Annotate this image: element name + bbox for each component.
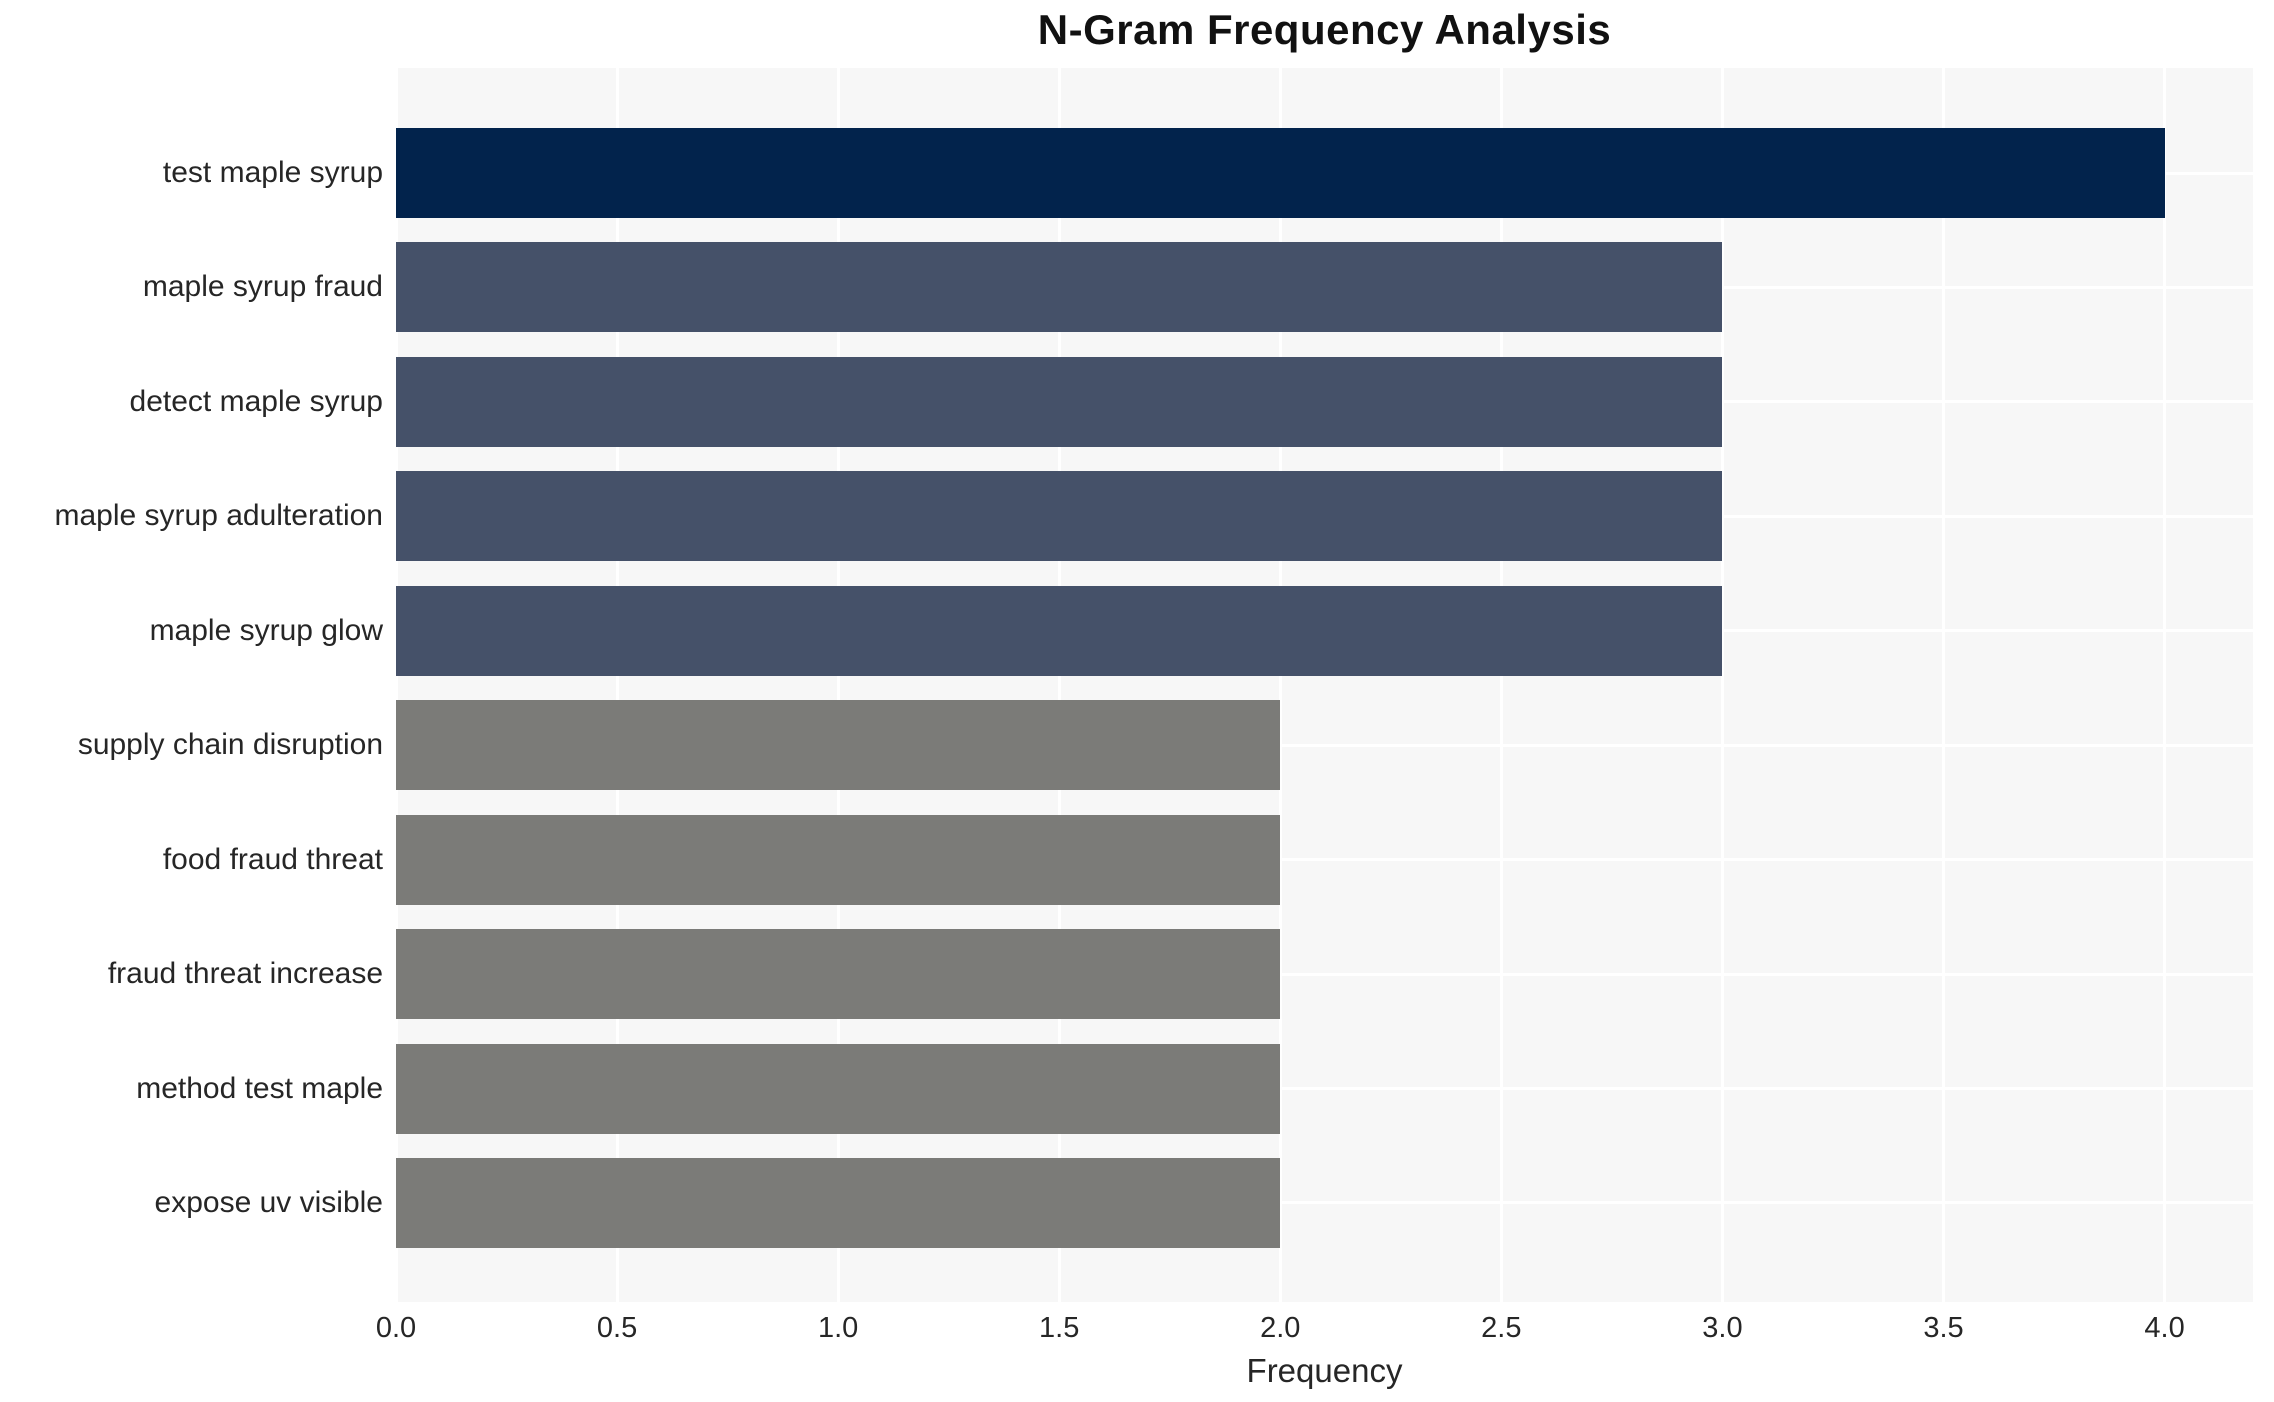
bar-test-maple-syrup <box>396 128 2165 218</box>
x-tick-label: 0.0 <box>375 1312 417 1344</box>
x-tick-label: 0.5 <box>596 1312 638 1344</box>
y-tick-label: maple syrup glow <box>149 613 383 647</box>
gridline-horizontal <box>396 743 2253 747</box>
y-tick-label: supply chain disruption <box>77 728 383 762</box>
gridline-horizontal <box>396 972 2253 976</box>
bar-maple-syrup-glow <box>396 585 1723 676</box>
x-tick-label: 1.5 <box>1039 1312 1080 1344</box>
x-tick-label: 2.0 <box>1260 1312 1301 1344</box>
y-tick-label: test maple syrup <box>162 156 383 189</box>
gridline-vertical <box>836 68 840 1302</box>
gridline-vertical <box>1278 68 1282 1302</box>
x-tick-label: 4.0 <box>2144 1312 2185 1344</box>
y-axis-labels: test maple syrup maple syrup fraud detect … <box>0 68 383 1302</box>
y-tick-label: expose uv visible <box>154 1185 383 1219</box>
x-tick-label: 1.0 <box>817 1312 859 1344</box>
gridline-vertical <box>1942 68 1945 1302</box>
gridline-vertical <box>1720 68 1724 1302</box>
bar-method-test-maple <box>396 1043 1281 1134</box>
gridline-vertical <box>2163 68 2167 1302</box>
chart-title: N-Gram Frequency Analysis <box>1037 6 1612 53</box>
bar-supply-chain-disruption <box>396 700 1281 791</box>
bar-fraud-threat-increase <box>396 929 1281 1020</box>
x-axis-ticks: 0.0 0.5 1.0 1.5 2.0 2.5 3.0 3.5 4.0 <box>376 1312 2253 1352</box>
bar-food-fraud-threat <box>396 814 1281 905</box>
y-tick-label: maple syrup adulteration <box>54 499 383 533</box>
x-axis-label: Frequency <box>1246 1352 1403 1389</box>
gridline-vertical <box>394 68 398 1302</box>
bar-detect-maple-syrup <box>396 356 1723 447</box>
gridline-horizontal <box>396 1201 2253 1205</box>
y-tick-label: food fraud threat <box>162 842 383 876</box>
gridline-vertical <box>615 68 619 1302</box>
gridline-horizontal <box>396 858 2253 862</box>
y-tick-label: maple syrup fraud <box>142 270 383 304</box>
x-tick-label: 3.0 <box>1702 1312 1743 1344</box>
bar-maple-syrup-adulteration <box>396 471 1723 562</box>
x-tick-label: 3.5 <box>1923 1312 1964 1344</box>
x-tick-label: 2.5 <box>1481 1312 1522 1344</box>
gridline-vertical <box>1499 68 1503 1302</box>
bar-maple-syrup-fraud <box>396 242 1723 333</box>
y-tick-label: method test maple <box>136 1071 383 1105</box>
y-tick-label: fraud threat increase <box>107 957 383 991</box>
y-tick-label: detect maple syrup <box>129 384 383 418</box>
plot-area <box>394 68 2253 1302</box>
gridline-vertical <box>1057 68 1061 1302</box>
bar-expose-uv-visible <box>396 1157 1281 1248</box>
gridline-horizontal <box>396 1087 2253 1091</box>
